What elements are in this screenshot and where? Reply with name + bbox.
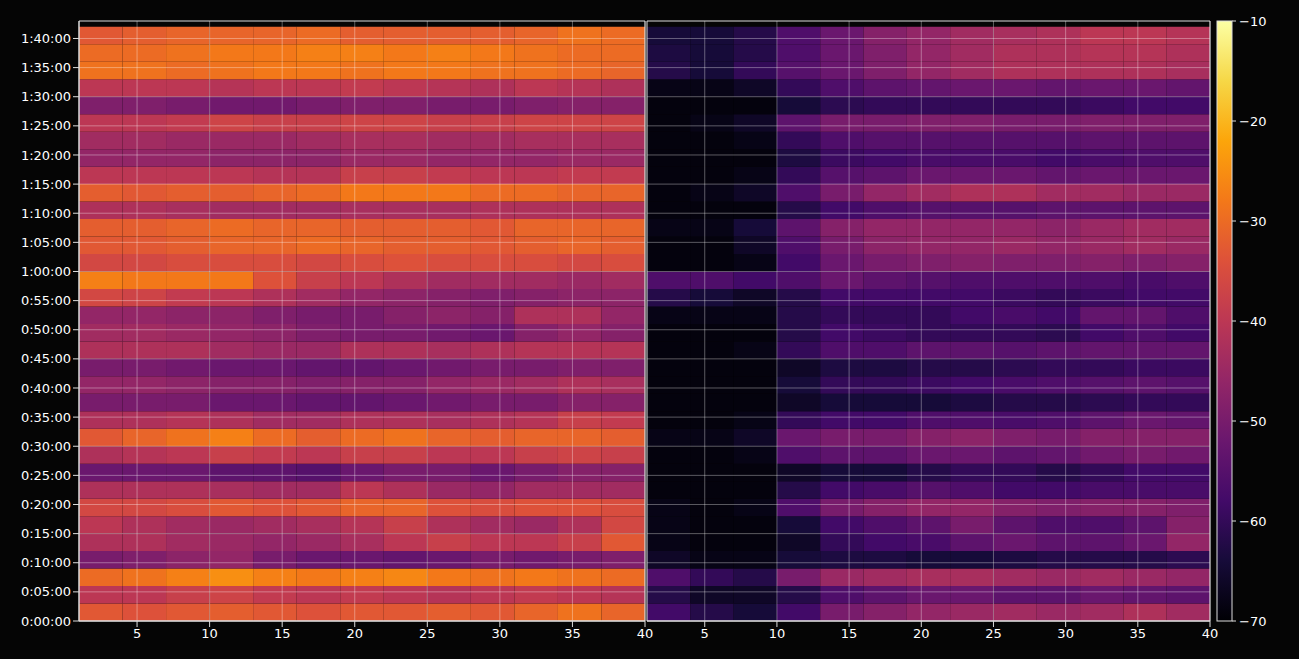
svg-text:1:10:00: 1:10:00 — [21, 206, 71, 221]
svg-text:20: 20 — [913, 626, 930, 641]
svg-text:1:30:00: 1:30:00 — [21, 89, 71, 104]
svg-text:0:05:00: 0:05:00 — [21, 584, 71, 599]
svg-text:30: 30 — [492, 626, 509, 641]
svg-text:0:50:00: 0:50:00 — [21, 322, 71, 337]
svg-text:15: 15 — [274, 626, 291, 641]
svg-text:−50: −50 — [1239, 414, 1266, 429]
svg-text:1:00:00: 1:00:00 — [21, 264, 71, 279]
svg-text:−10: −10 — [1239, 14, 1266, 29]
svg-text:0:40:00: 0:40:00 — [21, 381, 71, 396]
svg-text:1:15:00: 1:15:00 — [21, 177, 71, 192]
svg-text:−70: −70 — [1239, 614, 1266, 629]
svg-text:25: 25 — [419, 626, 436, 641]
svg-text:0:10:00: 0:10:00 — [21, 555, 71, 570]
svg-text:40: 40 — [1202, 626, 1219, 641]
svg-text:10: 10 — [201, 626, 218, 641]
svg-text:30: 30 — [1057, 626, 1074, 641]
svg-text:0:25:00: 0:25:00 — [21, 468, 71, 483]
svg-text:1:20:00: 1:20:00 — [21, 148, 71, 163]
svg-text:15: 15 — [841, 626, 858, 641]
svg-text:0:35:00: 0:35:00 — [21, 410, 71, 425]
svg-text:−30: −30 — [1239, 214, 1266, 229]
svg-text:35: 35 — [564, 626, 581, 641]
svg-text:1:35:00: 1:35:00 — [21, 60, 71, 75]
svg-text:25: 25 — [985, 626, 1002, 641]
svg-text:40: 40 — [637, 626, 654, 641]
svg-text:0:15:00: 0:15:00 — [21, 526, 71, 541]
svg-text:1:25:00: 1:25:00 — [21, 118, 71, 133]
svg-text:0:20:00: 0:20:00 — [21, 497, 71, 512]
svg-text:35: 35 — [1130, 626, 1147, 641]
svg-text:−20: −20 — [1239, 114, 1266, 129]
svg-text:20: 20 — [346, 626, 363, 641]
svg-text:10: 10 — [769, 626, 786, 641]
svg-text:0:00:00: 0:00:00 — [21, 614, 71, 629]
svg-text:−40: −40 — [1239, 314, 1266, 329]
svg-text:1:40:00: 1:40:00 — [21, 31, 71, 46]
svg-text:5: 5 — [701, 626, 709, 641]
svg-text:0:55:00: 0:55:00 — [21, 293, 71, 308]
svg-text:1:05:00: 1:05:00 — [21, 235, 71, 250]
svg-text:5: 5 — [133, 626, 141, 641]
svg-text:−60: −60 — [1239, 514, 1266, 529]
svg-text:0:30:00: 0:30:00 — [21, 439, 71, 454]
svg-text:0:45:00: 0:45:00 — [21, 351, 71, 366]
